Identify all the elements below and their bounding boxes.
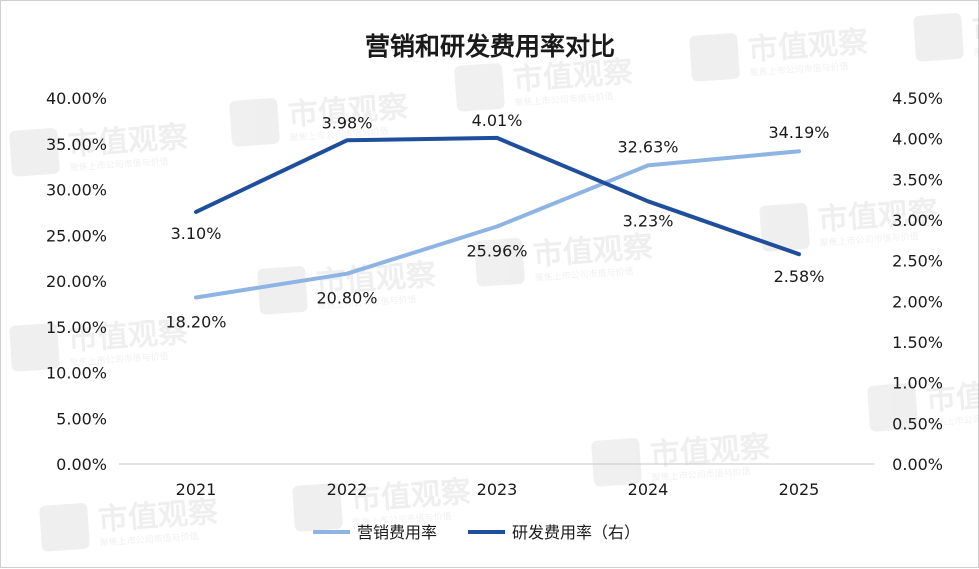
left-y-axis: 0.00% 5.00% 10.00% 15.00% 20.00% 25.00% 30.00%… [46,89,107,474]
watermark-text: 市值观察 [532,230,655,273]
watermark-logo-icon [9,323,60,372]
right-tick-label: 0.50% [892,414,943,433]
left-tick-label: 15.00% [46,318,107,337]
left-tick-label: 0.00% [56,455,107,474]
data-label-rnd: 3.10% [171,224,222,243]
left-tick-label: 40.00% [46,89,107,108]
legend-label-marketing: 营销费用率 [357,523,437,542]
right-tick-label: 3.00% [892,211,943,230]
left-tick-label: 10.00% [46,364,107,383]
watermark-logo-icon [292,483,343,532]
watermark-text: 市值观察 [649,430,772,473]
x-tick-label: 2025 [779,480,820,499]
watermark-subtext: 聚焦上市公司市值与价值 [973,40,979,59]
data-label-marketing: 18.20% [165,312,226,331]
watermark-text: 市值观察 [925,375,979,418]
watermark-text: 市值观察 [747,25,870,68]
data-label-marketing: 25.96% [466,241,527,260]
right-tick-label: 0.00% [892,455,943,474]
x-tick-label: 2021 [176,480,217,499]
left-tick-label: 35.00% [46,135,107,154]
watermark-logo-icon [913,13,964,62]
right-tick-label: 1.50% [892,333,943,352]
watermark-text: 市值观察 [97,495,220,538]
watermark-text: 市值观察 [287,90,410,133]
data-label-marketing: 32.63% [617,137,678,156]
right-tick-label: 2.50% [892,252,943,271]
data-label-rnd: 3.23% [623,211,674,230]
data-labels: 18.20% 20.80% 25.96% 32.63% 34.19% 3.10% 3.98%… [165,111,829,332]
legend: 营销费用率 研发费用率（右） [313,523,640,542]
watermark-logo-icon [229,98,280,147]
watermark-logo-icon [867,383,918,432]
left-tick-label: 20.00% [46,272,107,291]
left-tick-label: 30.00% [46,181,107,200]
watermark-layer: 市值观察聚焦上市公司市值与价值市值观察聚焦上市公司市值与价值市值观察聚焦上市公司… [9,5,979,552]
left-tick-label: 25.00% [46,226,107,245]
x-axis: 2021 2022 2023 2024 2025 [176,480,820,499]
chart-title: 营销和研发费用率对比 [365,32,615,61]
watermark-logo-icon [39,503,90,552]
right-tick-label: 4.00% [892,130,943,149]
data-label-rnd: 3.98% [322,113,373,132]
x-tick-label: 2024 [628,480,669,499]
watermark-text: 市值观察 [971,5,979,48]
right-y-axis: 0.00% 0.50% 1.00% 1.50% 2.00% 2.50% 3.00% 3.50%… [892,89,943,474]
right-tick-label: 2.00% [892,292,943,311]
x-tick-label: 2022 [327,480,368,499]
series-layer [194,135,801,300]
left-tick-label: 5.00% [56,409,107,428]
watermark-logo-icon [257,266,308,315]
legend-label-rnd: 研发费用率（右） [512,523,640,542]
data-label-marketing: 20.80% [316,289,377,308]
watermark-logo-icon [689,33,740,82]
data-label-rnd: 4.01% [472,111,523,130]
watermark-logo-icon [474,238,525,287]
watermark-logo-icon [591,438,642,487]
data-label-marketing: 34.19% [768,123,829,142]
watermark-logo-icon [9,128,60,177]
right-tick-label: 1.00% [892,374,943,393]
series-line-rnd [194,135,801,257]
watermark-logo-icon [454,63,505,112]
right-tick-label: 4.50% [892,89,943,108]
right-tick-label: 3.50% [892,170,943,189]
watermark-text: 市值观察 [817,195,940,238]
watermark-text: 市值观察 [512,55,635,98]
x-tick-label: 2023 [477,480,518,499]
watermark-logo-icon [759,203,810,252]
data-label-rnd: 2.58% [774,267,825,286]
watermark-text: 市值观察 [350,475,473,518]
watermark-text: 市值观察 [67,315,190,358]
watermark-text: 市值观察 [67,120,190,163]
series-line-marketing [194,149,801,300]
